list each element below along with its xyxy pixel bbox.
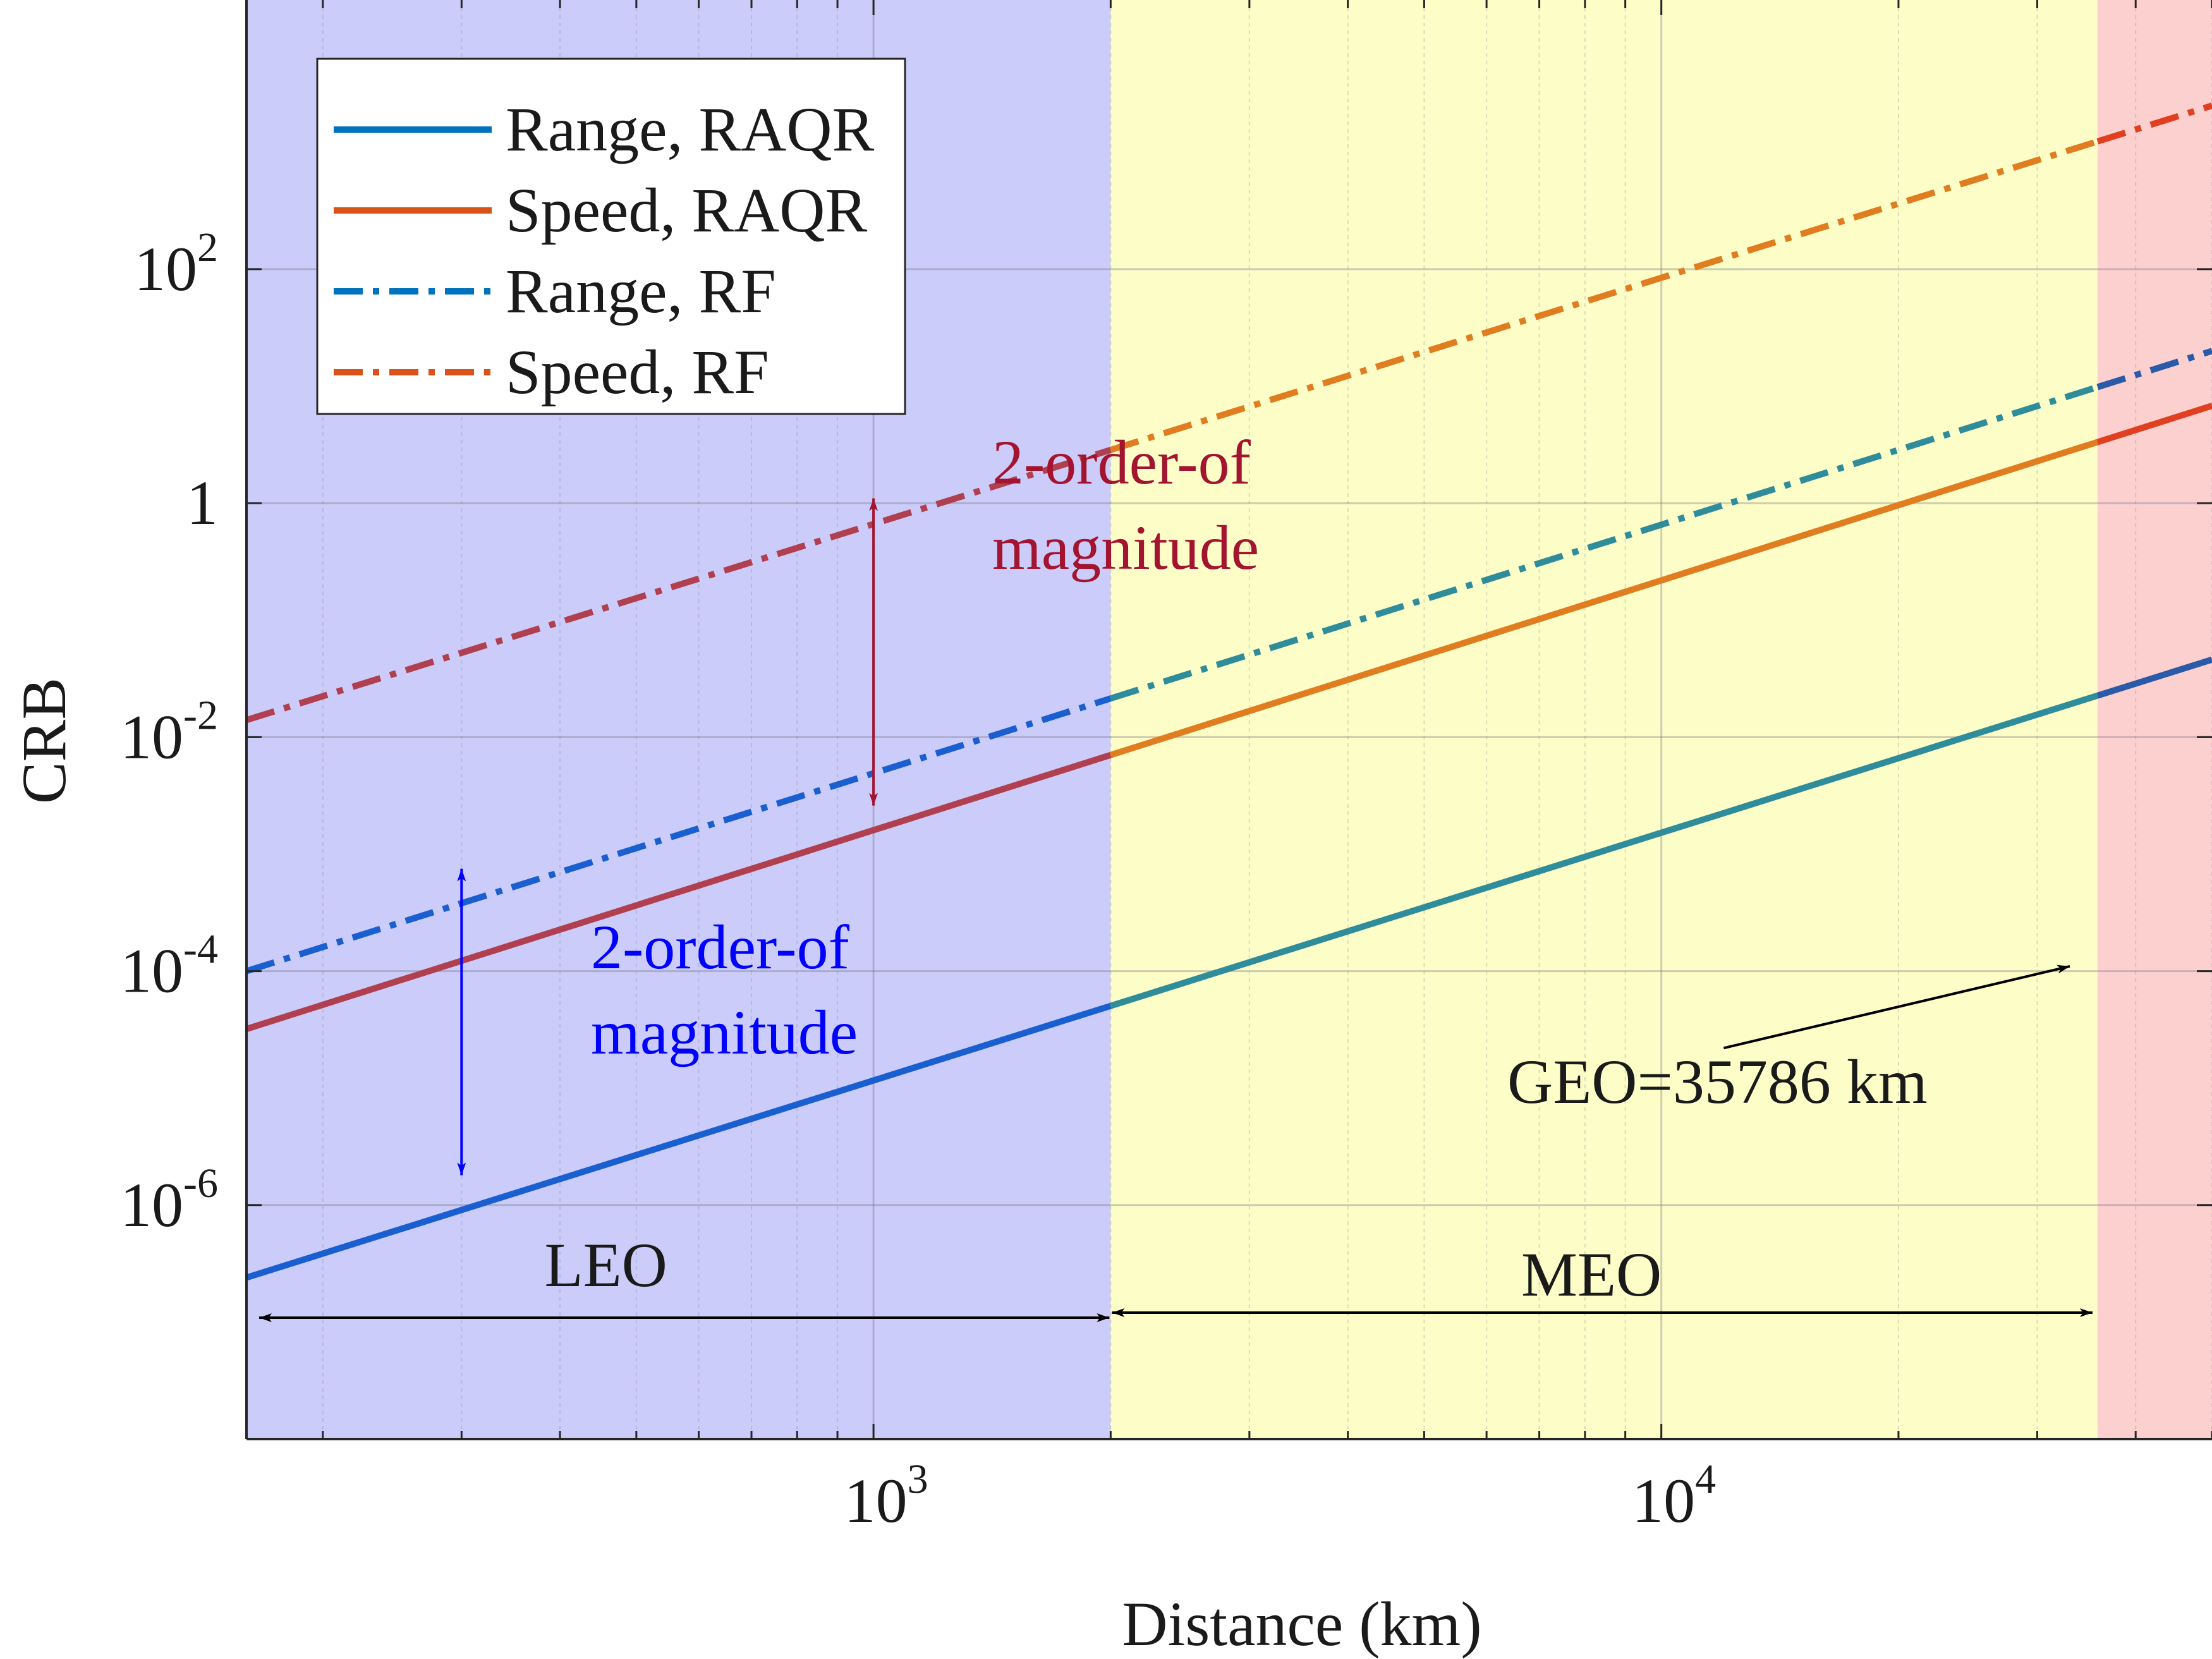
series-line-speed-raqr <box>1109 439 2099 758</box>
y-tick-base: 10 <box>134 234 197 304</box>
blue-gap-label-line2: magnitude <box>591 997 858 1067</box>
y-tick-exp: -4 <box>183 927 218 973</box>
legend-label: Speed, RAQR <box>506 175 868 245</box>
axes <box>245 0 2212 1440</box>
y-tick-base: 10 <box>120 936 183 1006</box>
y-tick-label: 10-4 <box>120 927 218 1006</box>
red-gap-label-line1: 2-order-of <box>992 427 1251 497</box>
x-tick-label: 104 <box>1632 1456 1716 1536</box>
legend-label: Range, RAQR <box>506 94 875 164</box>
series-line-range-rf <box>1109 384 2099 702</box>
y-tick-label: 10-2 <box>120 692 218 772</box>
meo-label: MEO <box>1521 1239 1662 1310</box>
series-line-speed-raqr <box>245 751 1112 1032</box>
y-tick-base: 10 <box>120 702 183 772</box>
region-meo <box>1110 0 2098 1439</box>
annotations: 2-order-of magnitude 2-order-of magnitude GE… <box>259 427 2093 1322</box>
region-geo <box>2097 0 2212 1439</box>
x-tick-exp: 3 <box>908 1456 928 1502</box>
series-line-speed-rf <box>245 447 1112 724</box>
blue-gap-label-line1: 2-order-of <box>591 912 850 982</box>
y-tick-label: 1 <box>186 468 218 538</box>
y-tick-base: 10 <box>120 1170 183 1240</box>
x-axis-label: Distance (km) <box>1122 1589 1481 1659</box>
y-tick-label: 102 <box>134 224 218 304</box>
geo-pointer-arrow <box>1723 964 2070 1050</box>
series-line-range-raqr <box>1109 692 2099 1009</box>
y-axis-label: CRB <box>9 678 79 804</box>
series-line-range-rf <box>2096 348 2212 391</box>
grid-lines <box>246 0 2212 1439</box>
series-line-range-raqr <box>245 1002 1112 1281</box>
y-tick-exp: 2 <box>197 224 218 270</box>
x-tick-exp: 4 <box>1695 1456 1716 1502</box>
series-line-speed-raqr <box>2096 403 2212 446</box>
x-tick-label: 103 <box>844 1456 928 1536</box>
x-tick-base: 10 <box>844 1466 908 1536</box>
y-tick-exp: -6 <box>183 1160 218 1206</box>
legend-label: Speed, RF <box>506 337 769 407</box>
x-tick-base: 10 <box>1632 1466 1695 1536</box>
series-line-range-rf <box>245 695 1112 975</box>
geo-label: GEO=35786 km <box>1507 1047 1928 1117</box>
leo-label: LEO <box>544 1230 667 1300</box>
series-line-speed-rf <box>1109 138 2099 453</box>
series-lines <box>245 102 2212 1281</box>
red-gap-label-line2: magnitude <box>992 513 1259 583</box>
legend: Range, RAQR Speed, RAQR Range, RF Speed, RF <box>316 58 906 415</box>
series-line-range-raqr <box>2096 656 2212 699</box>
legend-box <box>316 58 906 415</box>
y-tick-base: 1 <box>186 468 218 538</box>
series-line-speed-rf <box>2096 102 2212 145</box>
y-tick-exp: -2 <box>183 692 218 738</box>
y-tick-label: 10-6 <box>120 1160 218 1240</box>
legend-label: Range, RF <box>506 256 776 326</box>
